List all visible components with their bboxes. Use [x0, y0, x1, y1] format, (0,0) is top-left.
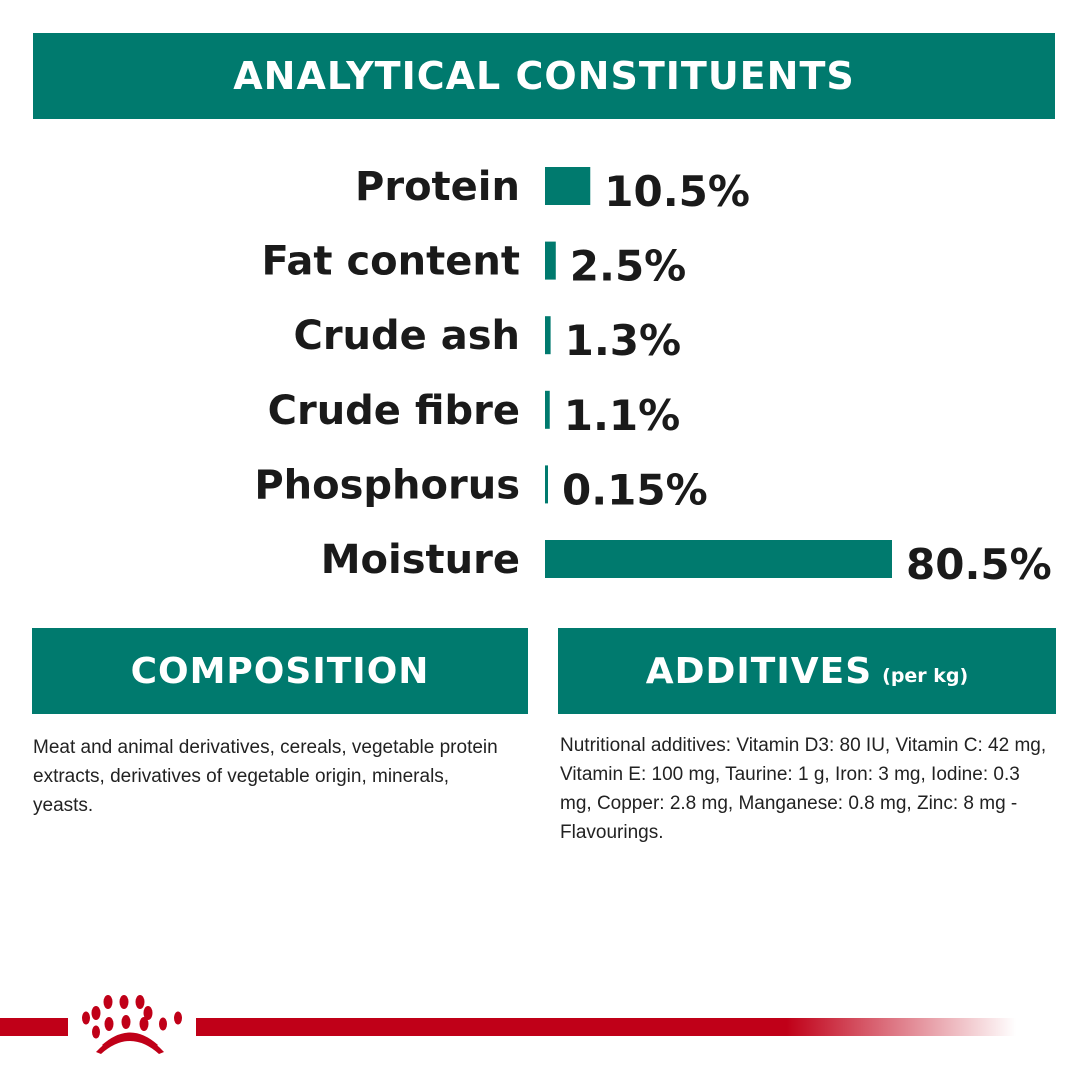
category-label: Crude fibre	[268, 388, 520, 434]
additives-title: ADDITIVES	[645, 650, 873, 692]
additives-unit: (per kg)	[882, 665, 969, 687]
bar-protein	[545, 167, 591, 205]
additives-text: Nutritional additives: Vitamin D3: 80 IU…	[560, 735, 1047, 843]
composition-text: Meat and animal derivatives, cereals, ve…	[33, 737, 498, 816]
footer-brand-bar	[0, 995, 1016, 1054]
additives-header: ADDITIVES (per kg)	[558, 628, 1056, 714]
value-label: 10.5%	[604, 167, 750, 216]
constituents-bar-chart: Protein 10.5% Fat content 2.5% Crude ash 1.3%…	[254, 164, 1052, 589]
category-label: Moisture	[321, 537, 520, 583]
composition-header: COMPOSITION	[32, 628, 528, 714]
value-label: 80.5%	[906, 540, 1052, 589]
category-label: Protein	[355, 164, 520, 210]
header-title: ANALYTICAL CONSTITUENTS	[233, 54, 855, 98]
royal-canin-crown-logo	[82, 995, 182, 1054]
bar-crude-ash	[545, 316, 551, 355]
value-label: 2.5%	[570, 242, 686, 291]
value-label: 1.1%	[564, 391, 680, 440]
value-label: 1.3%	[565, 316, 681, 365]
red-stripe-left	[0, 1018, 68, 1036]
category-label: Phosphorus	[254, 462, 520, 508]
category-label: Crude ash	[293, 313, 520, 359]
bar-moisture	[545, 540, 892, 578]
red-stripe-right	[196, 1018, 1016, 1036]
bar-fat-content	[545, 241, 556, 280]
bar-phosphorus	[545, 465, 548, 504]
composition-title: COMPOSITION	[130, 650, 430, 692]
category-label: Fat content	[261, 239, 520, 285]
bar-crude-fibre	[545, 390, 550, 429]
value-label: 0.15%	[562, 465, 708, 514]
analytical-constituents-header: ANALYTICAL CONSTITUENTS	[33, 33, 1055, 119]
